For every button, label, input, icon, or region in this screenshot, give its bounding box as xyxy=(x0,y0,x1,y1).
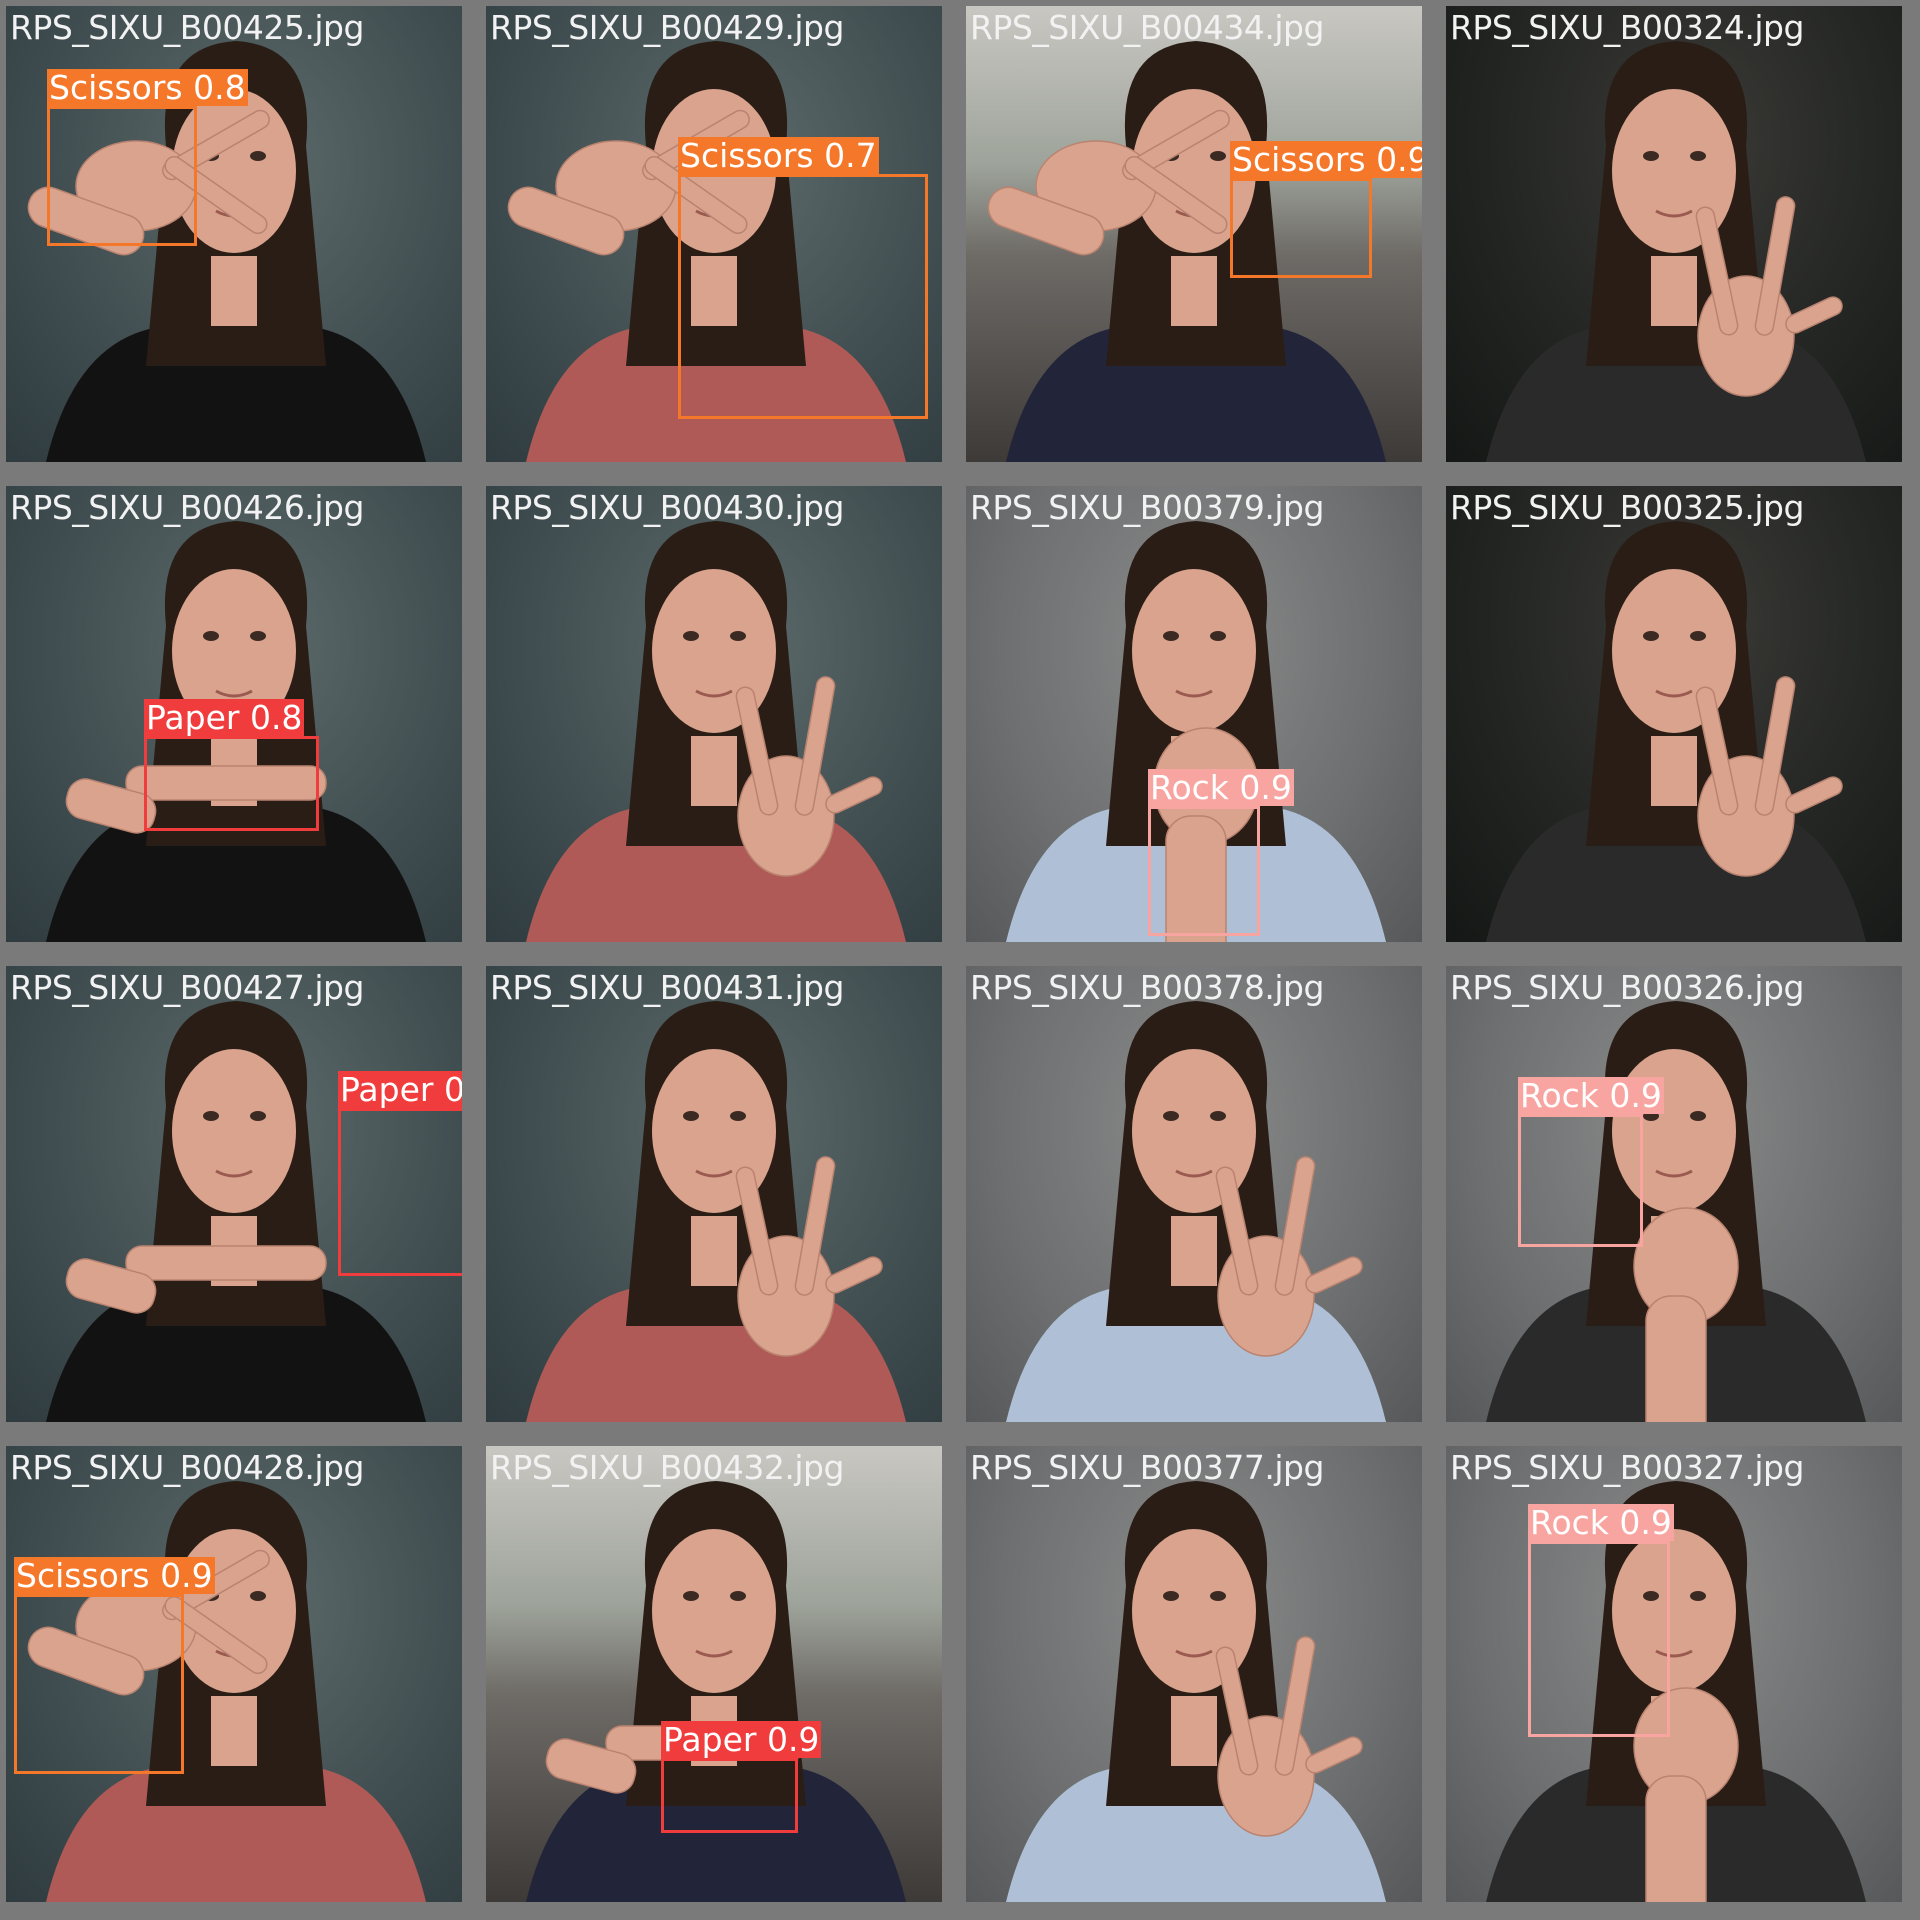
detection-box xyxy=(144,736,319,831)
filename-label: RPS_SIXU_B00325.jpg xyxy=(1450,488,1804,527)
detection-box xyxy=(661,1758,798,1833)
filename-label: RPS_SIXU_B00430.jpg xyxy=(490,488,844,527)
filename-label: RPS_SIXU_B00377.jpg xyxy=(970,1448,1324,1487)
image-tile: RPS_SIXU_B00431.jpg xyxy=(486,966,942,1422)
filename-label: RPS_SIXU_B00432.jpg xyxy=(490,1448,844,1487)
filename-label: RPS_SIXU_B00327.jpg xyxy=(1450,1448,1804,1487)
detection-box xyxy=(678,174,928,419)
image-tile: RPS_SIXU_B00377.jpg xyxy=(966,1446,1422,1902)
filename-label: RPS_SIXU_B00429.jpg xyxy=(490,8,844,47)
image-tile: RPS_SIXU_B00425.jpg Scissors 0.8 xyxy=(6,6,462,462)
detection-box xyxy=(1230,178,1372,278)
detection-label: Rock 0.9 xyxy=(1148,768,1294,807)
filename-label: RPS_SIXU_B00326.jpg xyxy=(1450,968,1804,1007)
image-tile: RPS_SIXU_B00378.jpg xyxy=(966,966,1422,1422)
detection-box xyxy=(1518,1114,1643,1247)
filename-label: RPS_SIXU_B00379.jpg xyxy=(970,488,1324,527)
detection-box xyxy=(1148,806,1260,936)
filename-label: RPS_SIXU_B00428.jpg xyxy=(10,1448,364,1487)
filename-label: RPS_SIXU_B00427.jpg xyxy=(10,968,364,1007)
filename-label: RPS_SIXU_B00425.jpg xyxy=(10,8,364,47)
image-tile: RPS_SIXU_B00325.jpg xyxy=(1446,486,1902,942)
image-tile: RPS_SIXU_B00430.jpg xyxy=(486,486,942,942)
detection-box xyxy=(14,1594,184,1774)
detection-label: Rock 0.9 xyxy=(1528,1503,1674,1542)
image-tile: RPS_SIXU_B00327.jpg Rock 0.9 xyxy=(1446,1446,1902,1902)
image-tile: RPS_SIXU_B00427.jpg Paper 0.9 xyxy=(6,966,462,1422)
detection-label: Scissors 0.7 xyxy=(678,136,879,175)
detection-box xyxy=(338,1108,462,1276)
image-tile: RPS_SIXU_B00326.jpg Rock 0.9 xyxy=(1446,966,1902,1422)
image-tile: RPS_SIXU_B00429.jpg Scissors 0.7 xyxy=(486,6,942,462)
image-tile: RPS_SIXU_B00434.jpg Scissors 0.9 xyxy=(966,6,1422,462)
filename-label: RPS_SIXU_B00434.jpg xyxy=(970,8,1324,47)
detection-label: Scissors 0.9 xyxy=(14,1556,215,1595)
image-tile: RPS_SIXU_B00432.jpg Paper 0.9 xyxy=(486,1446,942,1902)
image-tile: RPS_SIXU_B00426.jpg Paper 0.8 xyxy=(6,486,462,942)
filename-label: RPS_SIXU_B00431.jpg xyxy=(490,968,844,1007)
detection-label: Paper 0.9 xyxy=(338,1071,462,1108)
detection-label: Paper 0.8 xyxy=(144,698,305,737)
detection-label: Scissors 0.9 xyxy=(1230,141,1422,178)
detection-label: Rock 0.9 xyxy=(1518,1076,1664,1115)
detection-label: Scissors 0.8 xyxy=(47,68,248,107)
filename-label: RPS_SIXU_B00426.jpg xyxy=(10,488,364,527)
filename-label: RPS_SIXU_B00324.jpg xyxy=(1450,8,1804,47)
detection-label: Paper 0.9 xyxy=(661,1720,822,1759)
image-tile: RPS_SIXU_B00379.jpg Rock 0.9 xyxy=(966,486,1422,942)
detection-box xyxy=(47,106,197,246)
image-tile: RPS_SIXU_B00324.jpg xyxy=(1446,6,1902,462)
image-tile: RPS_SIXU_B00428.jpg Scissors 0.9 xyxy=(6,1446,462,1902)
detection-box xyxy=(1528,1541,1670,1737)
filename-label: RPS_SIXU_B00378.jpg xyxy=(970,968,1324,1007)
